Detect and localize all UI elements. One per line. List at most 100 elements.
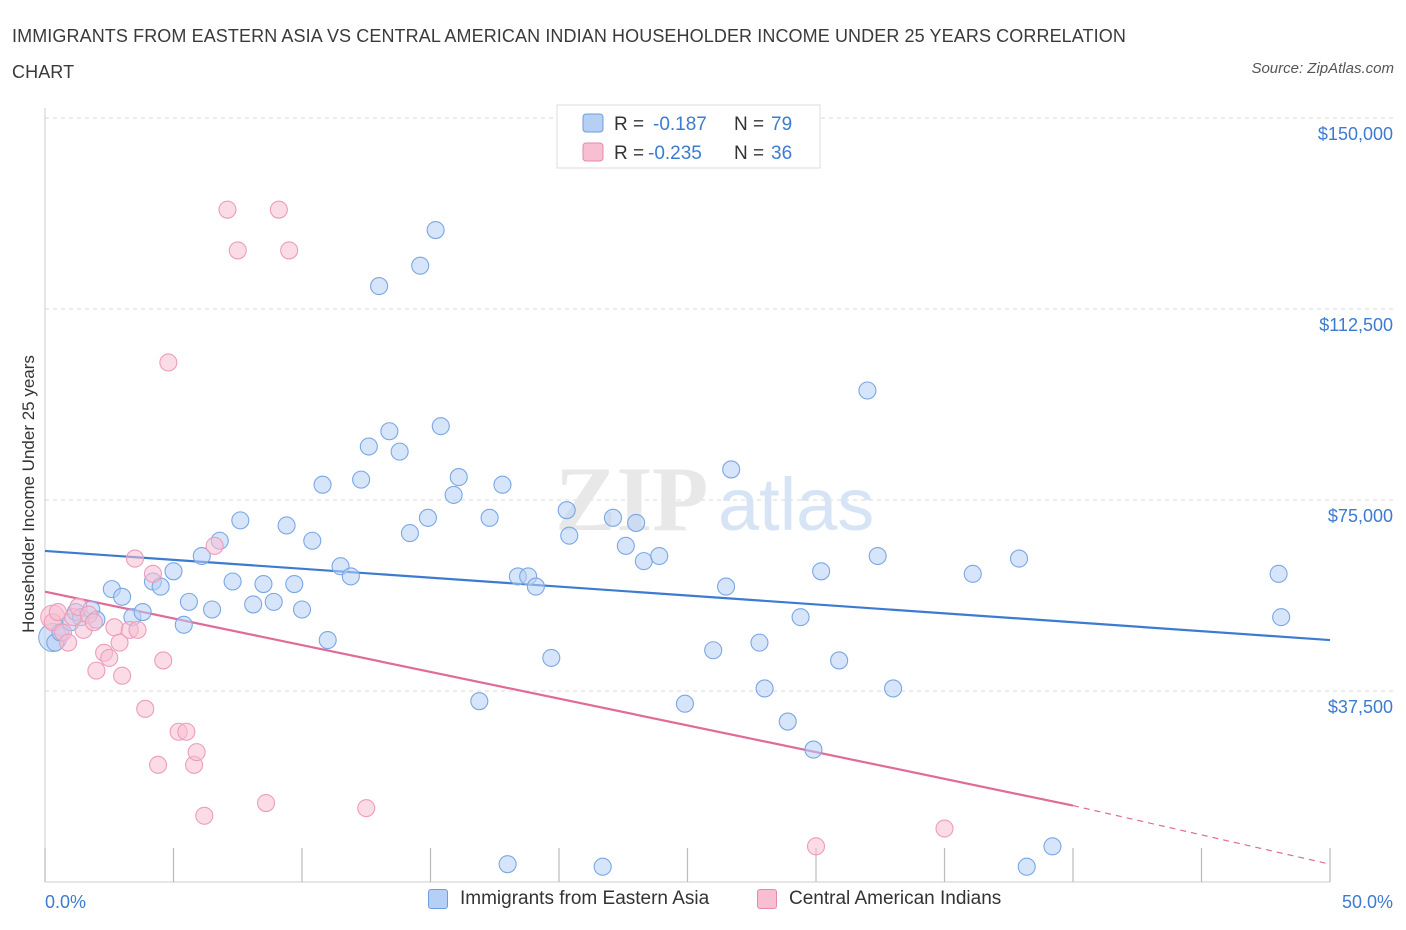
point-s1-36 <box>935 819 954 838</box>
point-s0-32 <box>352 470 371 489</box>
point-s1-14 <box>113 666 132 685</box>
point-s0-56 <box>616 536 635 555</box>
legend-r-label-2: R = <box>614 143 644 164</box>
y-tick-label-0: $150,000 <box>1318 124 1393 144</box>
point-s0-24 <box>277 516 296 535</box>
chart-title: IMMIGRANTS FROM EASTERN ASIA VS CENTRAL … <box>12 26 1126 82</box>
series-legend: Immigrants from Eastern Asia Central Ame… <box>0 888 1406 916</box>
point-s0-38 <box>411 256 430 275</box>
point-s1-18 <box>136 699 155 718</box>
point-s0-65 <box>755 679 774 698</box>
legend-n-label-2: N = <box>734 143 764 164</box>
point-s0-64 <box>750 633 769 652</box>
point-s0-28 <box>313 475 332 494</box>
point-s0-61 <box>704 641 723 660</box>
point-s0-13 <box>164 562 183 581</box>
point-s0-66 <box>778 712 797 731</box>
point-s0-63 <box>722 460 741 479</box>
point-s0-59 <box>650 546 669 566</box>
point-s0-25 <box>285 574 304 594</box>
point-s0-70 <box>830 651 849 670</box>
point-s0-45 <box>480 508 499 527</box>
point-s1-29 <box>218 200 237 219</box>
point-s0-41 <box>431 417 450 436</box>
point-s0-35 <box>380 422 399 441</box>
point-s1-30 <box>228 241 247 260</box>
legend-r-value-2: -0.235 <box>648 143 702 164</box>
chart-source: Source: ZipAtlas.com <box>1251 60 1394 77</box>
y-tick-labels: $150,000 $112,500 $75,000 $37,500 <box>1318 124 1393 717</box>
x-tick-label-0: 0.0% <box>45 892 86 912</box>
point-s1-3 <box>59 633 78 652</box>
y-tick-label-2: $75,000 <box>1328 506 1393 526</box>
legend-swatch-blue <box>582 113 604 133</box>
point-s0-31 <box>341 567 360 586</box>
point-s0-40 <box>426 221 445 240</box>
point-s0-39 <box>418 508 437 527</box>
point-s1-16 <box>125 549 144 568</box>
legend-swatch-central-american <box>757 889 777 909</box>
stats-legend: R = -0.187 N = 79 R = -0.235 N = 36 <box>556 104 821 169</box>
point-s0-57 <box>627 513 646 532</box>
point-s0-14 <box>174 615 193 634</box>
point-s0-33 <box>359 437 378 456</box>
legend-label-central-american: Central American Indians <box>789 888 1002 909</box>
point-s0-16 <box>192 546 211 566</box>
point-s1-13 <box>110 633 129 652</box>
point-s0-54 <box>593 857 612 876</box>
point-s0-19 <box>223 572 242 591</box>
legend-n-label-1: N = <box>734 114 764 135</box>
point-s1-12 <box>105 618 124 637</box>
legend-item-eastern-asia: Immigrants from Eastern Asia <box>428 888 709 910</box>
point-s0-77 <box>1043 837 1062 856</box>
point-s0-44 <box>470 692 489 711</box>
point-s1-19 <box>143 564 162 583</box>
point-s0-23 <box>264 592 283 611</box>
point-s0-36 <box>390 442 409 461</box>
legend-n-value-2: 36 <box>771 143 792 164</box>
point-s0-52 <box>557 501 576 520</box>
point-s0-67 <box>791 608 810 627</box>
point-s1-26 <box>187 743 206 762</box>
point-s0-20 <box>231 511 250 530</box>
point-s0-15 <box>179 592 198 611</box>
point-s1-9 <box>87 661 106 680</box>
point-s0-34 <box>370 277 389 296</box>
point-s0-60 <box>675 694 694 713</box>
legend-swatch-eastern-asia <box>428 889 448 909</box>
point-s0-29 <box>318 631 337 650</box>
point-s0-53 <box>560 526 579 545</box>
point-s0-22 <box>254 574 273 594</box>
point-s1-1 <box>48 603 67 622</box>
point-s0-27 <box>303 531 322 550</box>
legend-r-label-1: R = <box>614 114 644 135</box>
watermark-atlas: atlas <box>718 463 874 546</box>
point-s1-27 <box>195 806 214 825</box>
point-s0-75 <box>1009 549 1029 568</box>
legend-label-eastern-asia: Immigrants from Eastern Asia <box>460 888 710 909</box>
point-s1-21 <box>154 651 173 670</box>
data-points <box>38 200 1291 876</box>
point-s0-46 <box>493 475 512 494</box>
legend-n-value-1: 79 <box>771 114 792 135</box>
point-s0-42 <box>444 485 463 504</box>
y-tick-label-3: $37,500 <box>1328 697 1393 717</box>
point-s0-68 <box>804 740 823 759</box>
point-s1-28 <box>205 536 224 555</box>
point-s1-22 <box>159 353 178 372</box>
point-s0-72 <box>868 546 887 566</box>
point-s0-73 <box>884 679 903 698</box>
point-s1-24 <box>177 722 196 741</box>
point-s0-71 <box>858 381 877 400</box>
point-s0-58 <box>634 552 653 571</box>
x-tick-labels: 0.0% 50.0% <box>45 892 1393 912</box>
y-tick-label-1: $112,500 <box>1319 315 1393 335</box>
point-s0-50 <box>526 577 545 596</box>
point-s0-8 <box>113 587 132 606</box>
point-s1-33 <box>280 241 299 260</box>
legend-swatch-pink <box>582 142 604 162</box>
point-s1-20 <box>149 755 168 774</box>
trend-lines <box>44 549 1331 865</box>
point-s0-69 <box>812 562 831 581</box>
axes <box>44 108 1331 883</box>
